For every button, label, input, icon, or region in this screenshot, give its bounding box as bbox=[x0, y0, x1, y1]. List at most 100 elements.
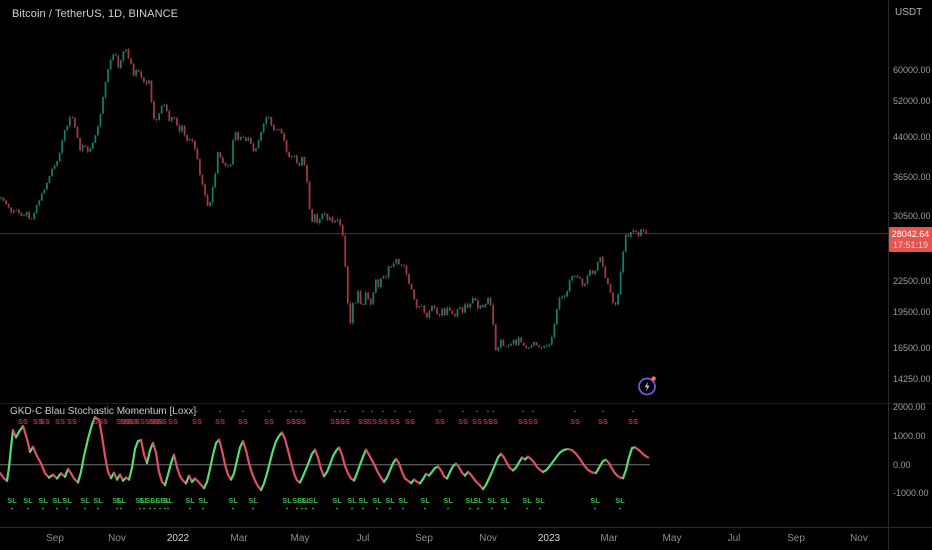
candle-body bbox=[571, 276, 574, 281]
candle-body bbox=[119, 60, 122, 68]
sell-signal-label: SS bbox=[367, 417, 377, 426]
oscillator-line bbox=[594, 458, 608, 475]
oscillator-line bbox=[466, 470, 485, 491]
price-axis[interactable]: USDT 28042.64 17:51:19 60000.00 52000.00 4… bbox=[889, 0, 932, 527]
candle-body bbox=[318, 218, 321, 223]
candle-body bbox=[48, 175, 51, 183]
sell-signal-label: SS bbox=[18, 417, 28, 426]
long-signal-label: SL bbox=[135, 496, 145, 505]
sell-signal-dot bbox=[128, 410, 130, 413]
long-signal-label: SL bbox=[228, 496, 238, 505]
candle-body bbox=[397, 259, 400, 265]
candle-body bbox=[211, 187, 214, 203]
candle-body bbox=[612, 292, 614, 303]
candle-body bbox=[341, 225, 344, 236]
candle-body bbox=[466, 304, 469, 308]
oscillator-line bbox=[436, 465, 449, 480]
oscillator-line bbox=[5, 428, 15, 482]
long-signal-dot bbox=[312, 507, 314, 510]
candle-body bbox=[252, 143, 255, 152]
candle-body bbox=[239, 136, 242, 140]
price-tick-label: 14250.00 bbox=[893, 374, 931, 385]
sell-signal-label: SS bbox=[390, 417, 400, 426]
price-axis-border bbox=[888, 0, 889, 550]
panel-separator[interactable] bbox=[0, 403, 932, 404]
long-signal-label: SL bbox=[93, 496, 103, 505]
candle-body bbox=[306, 165, 308, 182]
candle-body bbox=[2, 197, 5, 201]
oscillator-line bbox=[481, 452, 503, 491]
candle-body bbox=[329, 217, 331, 220]
time-axis[interactable]: Sep Nov 2022 Mar May Jul Sep Nov 2023 Mar May Jul Se… bbox=[0, 528, 932, 550]
oscillator-line bbox=[313, 448, 326, 478]
sell-signal-dot bbox=[295, 410, 297, 413]
indicator-title[interactable]: GKD-C Blau Stochastic Momentum [Loxx] bbox=[10, 406, 197, 417]
long-signal-dot bbox=[149, 507, 151, 510]
sell-signal-label: SS bbox=[378, 417, 388, 426]
long-signal-label: SL bbox=[160, 496, 170, 505]
flash-lightning-icon[interactable] bbox=[636, 375, 660, 399]
candle-body bbox=[336, 219, 339, 221]
long-signal-dot bbox=[116, 507, 118, 510]
oscillator-line bbox=[76, 416, 97, 484]
long-signal-label: SL bbox=[155, 496, 165, 505]
candle-body bbox=[359, 291, 362, 305]
sell-signal-dot bbox=[632, 410, 634, 413]
candle-body bbox=[484, 303, 487, 308]
candle-body bbox=[181, 125, 183, 132]
candle-body bbox=[74, 117, 76, 128]
oscillator-line bbox=[139, 438, 149, 465]
oscillator-line bbox=[418, 472, 428, 485]
last-price-label: 28042.64 17:51:19 bbox=[889, 227, 932, 252]
long-signal-label: SL bbox=[52, 496, 62, 505]
sell-signal-label: SS bbox=[472, 417, 482, 426]
candle-body bbox=[17, 209, 20, 214]
candle-body bbox=[382, 276, 385, 279]
long-signal-label: SL bbox=[443, 496, 453, 505]
candle-body bbox=[461, 307, 464, 313]
price-axis-unit-label: USDT bbox=[895, 7, 923, 18]
candle-body bbox=[33, 212, 36, 220]
candle-body bbox=[423, 305, 426, 313]
candle-body bbox=[464, 304, 466, 313]
sell-signal-label: SS bbox=[483, 417, 493, 426]
oscillator-line bbox=[352, 448, 368, 482]
candle-body bbox=[301, 156, 303, 166]
candle-body bbox=[456, 309, 459, 317]
candle-body bbox=[538, 345, 540, 348]
time-tick-month: Nov bbox=[479, 533, 497, 544]
sell-signal-label: SS bbox=[238, 417, 248, 426]
candle-body bbox=[471, 298, 474, 304]
sell-signal-label: SS bbox=[149, 417, 159, 426]
candle-body bbox=[20, 213, 23, 216]
long-signal-dot bbox=[389, 507, 391, 510]
long-signal-label: SL bbox=[535, 496, 545, 505]
oscillator-line bbox=[14, 424, 25, 439]
candle-body bbox=[374, 279, 377, 293]
time-tick-month: Sep bbox=[415, 533, 433, 544]
price-tick-label: 22500.00 bbox=[893, 275, 931, 286]
candle-body bbox=[573, 276, 576, 277]
long-signal-label: SL bbox=[38, 496, 48, 505]
candle-body bbox=[369, 298, 372, 305]
long-signal-dot bbox=[351, 507, 353, 510]
oscillator-line bbox=[499, 452, 515, 472]
candle-body bbox=[293, 155, 296, 157]
sell-signal-dot bbox=[344, 410, 346, 413]
candle-body bbox=[550, 337, 553, 345]
candle-body bbox=[596, 261, 599, 271]
oscillator-line bbox=[445, 462, 458, 480]
candle-body bbox=[387, 266, 390, 278]
long-signal-label: SL bbox=[80, 496, 90, 505]
candle-body bbox=[428, 311, 431, 318]
long-signal-label: SL bbox=[615, 496, 625, 505]
time-tick-month: Jul bbox=[727, 533, 741, 544]
candle-body bbox=[614, 302, 617, 305]
time-tick-month: Mar bbox=[600, 533, 618, 544]
sell-signal-dot bbox=[71, 410, 73, 413]
candle-body bbox=[303, 156, 306, 166]
symbol-title[interactable]: Bitcoin / TetherUS, 1D, BINANCE bbox=[12, 8, 179, 20]
long-signal-dot bbox=[66, 507, 68, 510]
long-signal-dot bbox=[27, 507, 29, 510]
